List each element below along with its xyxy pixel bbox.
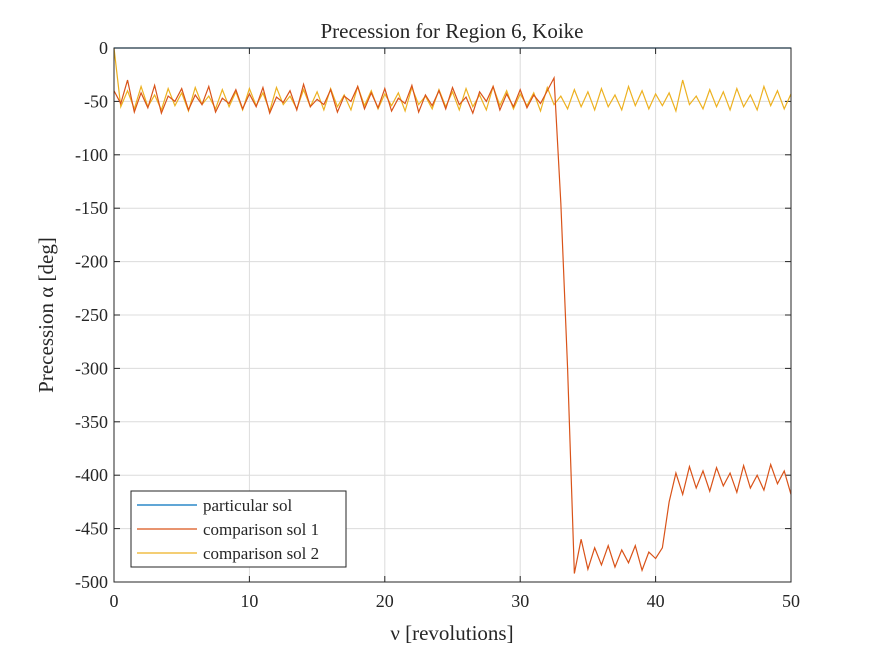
- legend-label: comparison sol 1: [203, 520, 319, 539]
- y-tick-label: -400: [75, 465, 108, 485]
- x-tick-label: 20: [376, 591, 394, 611]
- y-tick-label: -100: [75, 145, 108, 165]
- x-tick-label: 40: [647, 591, 665, 611]
- y-tick-label: -350: [75, 412, 108, 432]
- y-tick-label: -50: [84, 91, 108, 111]
- x-axis-label: ν [revolutions]: [390, 621, 513, 645]
- y-tick-label: 0: [99, 38, 108, 58]
- legend-label: particular sol: [203, 496, 292, 515]
- legend: particular sol comparison sol 1 comparison…: [130, 490, 347, 568]
- y-tick-label: -150: [75, 198, 108, 218]
- legend-label: comparison sol 2: [203, 544, 319, 563]
- x-tick-label: 30: [511, 591, 529, 611]
- chart-title: Precession for Region 6, Koike: [320, 19, 583, 43]
- y-axis-label: Precession α [deg]: [34, 237, 58, 393]
- y-tick-label: -300: [75, 358, 108, 378]
- y-tick-label: -450: [75, 519, 108, 539]
- x-tick-label: 10: [240, 591, 258, 611]
- x-tick-label: 50: [782, 591, 800, 611]
- axes-box: [113, 47, 792, 583]
- y-tick-label: -500: [75, 572, 108, 592]
- y-tick-label: -200: [75, 252, 108, 272]
- y-tick-label: -250: [75, 305, 108, 325]
- series-line: [113, 75, 792, 574]
- x-tick-label: 0: [110, 591, 119, 611]
